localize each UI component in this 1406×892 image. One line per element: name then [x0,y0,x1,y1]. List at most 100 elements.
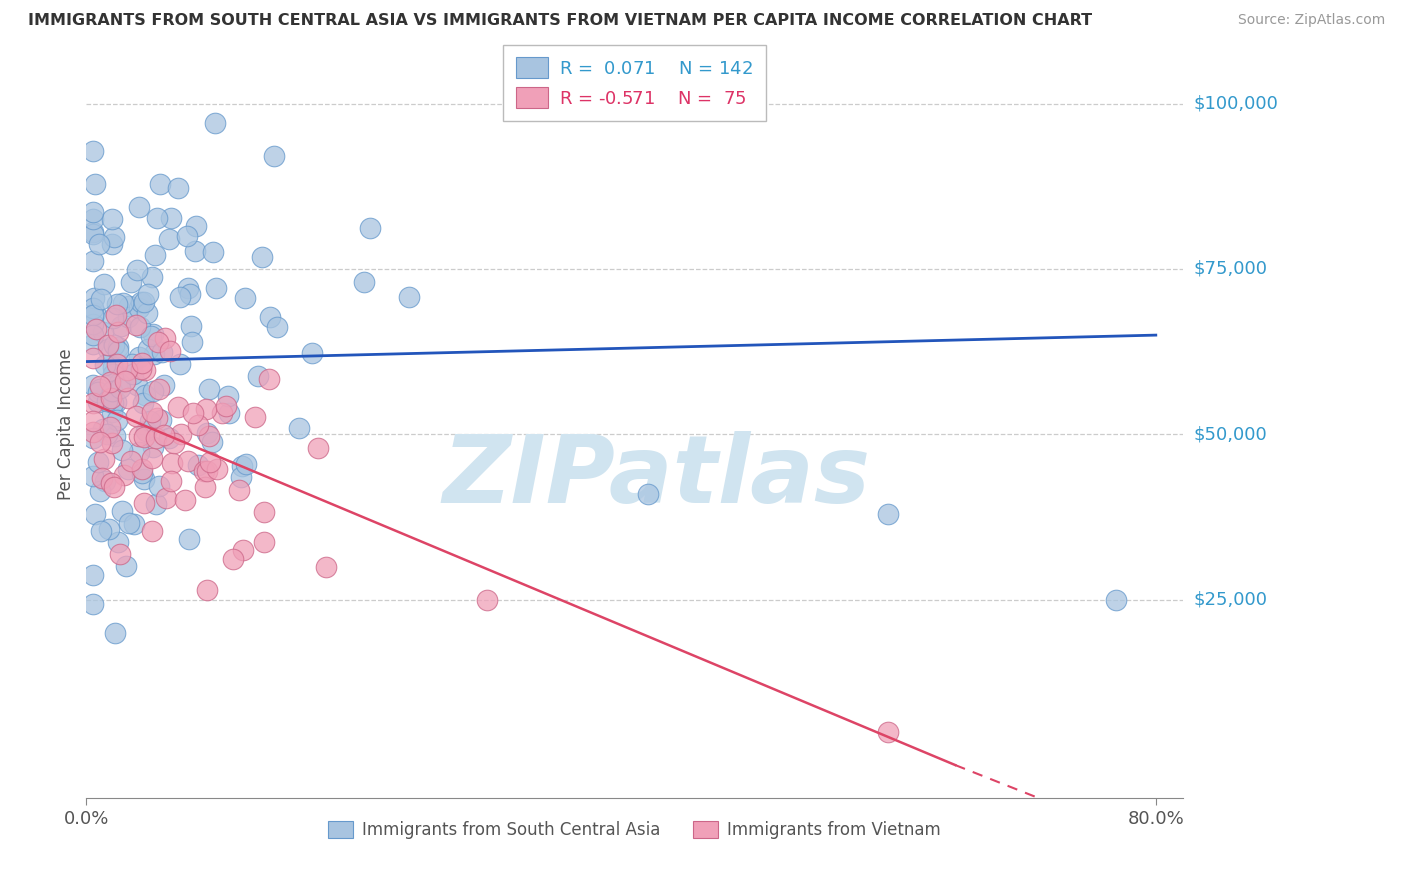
Point [134,362,156,376]
Point [217,389,239,403]
Point [82,226,104,240]
Point [159,475,181,489]
Point [129,361,152,376]
Point [101,311,124,326]
Point [93,277,115,291]
Point [101,435,124,450]
Point [179,287,201,301]
Point [104,395,127,409]
Point [170,427,193,442]
Point [94,358,117,372]
Point [82,212,104,227]
Point [136,305,159,319]
Point [114,467,136,482]
Point [198,382,221,396]
Point [246,369,269,384]
Point [129,319,152,334]
Text: IMMIGRANTS FROM SOUTH CENTRAL ASIA VS IMMIGRANTS FROM VIETNAM PER CAPITA INCOME : IMMIGRANTS FROM SOUTH CENTRAL ASIA VS IM… [28,13,1092,29]
Point [82,254,104,268]
Point [195,401,218,416]
Point [82,468,104,483]
Point [198,455,221,469]
Legend: Immigrants from South Central Asia, Immigrants from Vietnam: Immigrants from South Central Asia, Immi… [322,814,948,846]
Point [231,459,253,474]
Point [163,435,186,450]
Point [115,363,138,377]
Point [82,336,104,351]
Point [181,406,204,420]
Point [82,301,104,315]
Point [195,464,218,478]
Point [132,295,155,310]
Point [82,317,104,331]
Point [83,291,105,305]
Point [135,424,157,438]
Point [111,295,134,310]
Point [153,428,176,442]
Point [301,346,323,360]
Point [87,385,110,400]
Text: $25,000: $25,000 [1194,591,1268,608]
Point [82,351,104,365]
Point [131,356,153,370]
Point [128,301,150,315]
Point [118,300,141,314]
Point [117,391,139,405]
Point [115,559,138,574]
Point [287,421,309,435]
Point [107,534,129,549]
Point [159,343,181,358]
Point [307,441,329,455]
Point [315,560,337,574]
Point [222,552,245,566]
Point [177,454,200,468]
Point [141,524,163,538]
Point [101,384,124,399]
Point [128,351,150,365]
Point [107,325,129,339]
Point [103,625,125,640]
Point [98,375,121,389]
Point [145,431,167,445]
Point [136,342,159,356]
Point [125,263,148,277]
Point [100,475,122,490]
Point [181,334,204,349]
Point [194,479,217,493]
Point [82,395,104,409]
Point [180,318,202,333]
Point [162,456,184,470]
Point [105,358,128,372]
Point [155,331,177,345]
Point [187,418,209,433]
Point [193,464,215,478]
Point [100,211,122,226]
Point [228,483,250,498]
Point [1105,592,1128,607]
Point [184,244,207,258]
Point [125,318,148,332]
Point [141,405,163,419]
Point [141,450,163,465]
Point [82,431,104,445]
Point [142,326,165,341]
Point [131,467,153,481]
Y-axis label: Per Capita Income: Per Capita Income [58,349,75,500]
Point [131,462,153,476]
Text: $75,000: $75,000 [1194,260,1268,278]
Point [89,483,111,498]
Point [877,725,900,739]
Point [148,335,170,350]
Point [122,517,145,532]
Point [139,414,162,428]
Point [82,205,104,219]
Point [103,230,125,244]
Point [107,343,129,358]
Point [83,507,105,521]
Point [105,308,128,322]
Point [198,428,221,442]
Point [637,487,659,501]
Point [82,425,104,439]
Point [141,270,163,285]
Point [83,177,105,191]
